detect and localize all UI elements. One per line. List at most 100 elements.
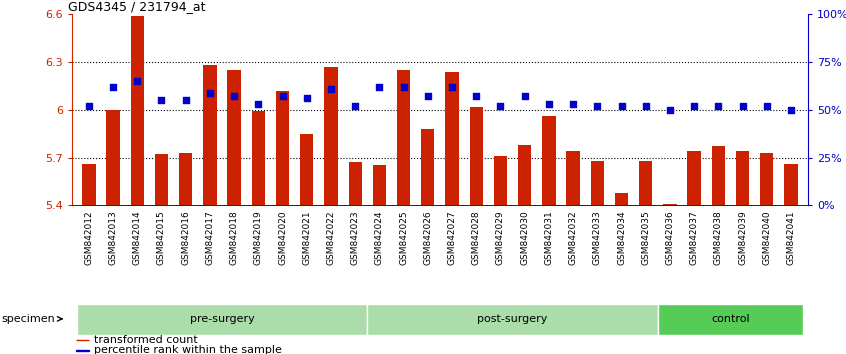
Text: GSM842031: GSM842031 xyxy=(544,210,553,265)
Text: GSM842029: GSM842029 xyxy=(496,210,505,265)
Point xyxy=(445,84,459,90)
Text: GSM842030: GSM842030 xyxy=(520,210,529,265)
Text: GDS4345 / 231794_at: GDS4345 / 231794_at xyxy=(69,0,206,13)
Text: GSM842036: GSM842036 xyxy=(666,210,674,265)
Text: GSM842016: GSM842016 xyxy=(181,210,190,265)
Point xyxy=(228,93,241,99)
Text: pre-surgery: pre-surgery xyxy=(190,314,255,325)
Text: control: control xyxy=(711,314,750,325)
Text: GSM842027: GSM842027 xyxy=(448,210,457,265)
Bar xyxy=(228,70,241,205)
Text: GSM842014: GSM842014 xyxy=(133,210,142,265)
Text: GSM842019: GSM842019 xyxy=(254,210,263,265)
Bar xyxy=(711,147,725,205)
Text: GSM842022: GSM842022 xyxy=(327,210,336,265)
Point xyxy=(82,103,96,109)
Bar xyxy=(688,151,700,205)
Bar xyxy=(75,350,89,351)
Bar xyxy=(591,161,604,205)
Bar xyxy=(373,166,386,205)
Text: GSM842024: GSM842024 xyxy=(375,210,384,265)
Bar xyxy=(107,110,120,205)
Text: GSM842025: GSM842025 xyxy=(399,210,408,265)
Point xyxy=(736,103,750,109)
Bar xyxy=(300,134,313,205)
Bar xyxy=(203,65,217,205)
Text: GSM842028: GSM842028 xyxy=(472,210,481,265)
Text: GSM842015: GSM842015 xyxy=(157,210,166,265)
Text: GSM842017: GSM842017 xyxy=(206,210,214,265)
Bar xyxy=(784,164,798,205)
Point xyxy=(203,90,217,95)
Bar xyxy=(324,67,338,205)
Text: GSM842040: GSM842040 xyxy=(762,210,772,265)
Text: GSM842012: GSM842012 xyxy=(85,210,93,265)
Point xyxy=(518,93,531,99)
Text: percentile rank within the sample: percentile rank within the sample xyxy=(94,346,282,354)
Text: GSM842021: GSM842021 xyxy=(302,210,311,265)
Text: GSM842034: GSM842034 xyxy=(617,210,626,265)
Text: GSM842018: GSM842018 xyxy=(229,210,239,265)
Bar xyxy=(155,154,168,205)
Text: transformed count: transformed count xyxy=(94,335,198,345)
Point xyxy=(349,103,362,109)
Bar xyxy=(518,145,531,205)
Bar xyxy=(397,70,410,205)
Text: GSM842033: GSM842033 xyxy=(593,210,602,265)
Point xyxy=(591,103,604,109)
Bar xyxy=(470,107,483,205)
Bar xyxy=(276,91,289,205)
Bar xyxy=(542,116,556,205)
Bar xyxy=(615,193,629,205)
Point xyxy=(397,84,410,90)
Bar xyxy=(445,72,459,205)
Point xyxy=(687,103,700,109)
Text: post-surgery: post-surgery xyxy=(477,314,547,325)
Point xyxy=(324,86,338,92)
Point xyxy=(300,96,314,101)
Text: GSM842041: GSM842041 xyxy=(787,210,795,265)
Bar xyxy=(75,339,89,340)
Bar xyxy=(760,153,773,205)
Point xyxy=(372,84,386,90)
Bar xyxy=(130,16,144,205)
Point xyxy=(663,107,677,113)
Text: GSM842020: GSM842020 xyxy=(278,210,287,265)
Bar xyxy=(736,151,750,205)
Bar xyxy=(494,156,507,205)
Point xyxy=(566,101,580,107)
Point xyxy=(784,107,798,113)
Bar xyxy=(179,153,192,205)
Point xyxy=(711,103,725,109)
Point xyxy=(470,93,483,99)
FancyBboxPatch shape xyxy=(77,304,367,335)
Bar xyxy=(82,164,96,205)
Bar xyxy=(349,162,362,205)
Text: GSM842037: GSM842037 xyxy=(689,210,699,265)
Bar xyxy=(421,129,435,205)
Bar xyxy=(663,204,677,205)
Point xyxy=(107,84,120,90)
Point xyxy=(251,101,265,107)
Point xyxy=(276,93,289,99)
Text: GSM842038: GSM842038 xyxy=(714,210,722,265)
Text: GSM842035: GSM842035 xyxy=(641,210,651,265)
Point xyxy=(421,93,435,99)
FancyBboxPatch shape xyxy=(658,304,803,335)
Point xyxy=(615,103,629,109)
Bar xyxy=(567,151,580,205)
Point xyxy=(760,103,773,109)
Text: specimen: specimen xyxy=(2,314,62,324)
Text: GSM842013: GSM842013 xyxy=(108,210,118,265)
FancyBboxPatch shape xyxy=(367,304,658,335)
Point xyxy=(542,101,556,107)
Bar xyxy=(251,112,265,205)
Text: GSM842023: GSM842023 xyxy=(351,210,360,265)
Text: GSM842039: GSM842039 xyxy=(738,210,747,265)
Point xyxy=(130,78,144,84)
Point xyxy=(179,97,193,103)
Text: GSM842032: GSM842032 xyxy=(569,210,578,265)
Point xyxy=(155,97,168,103)
Point xyxy=(494,103,508,109)
Text: GSM842026: GSM842026 xyxy=(423,210,432,265)
